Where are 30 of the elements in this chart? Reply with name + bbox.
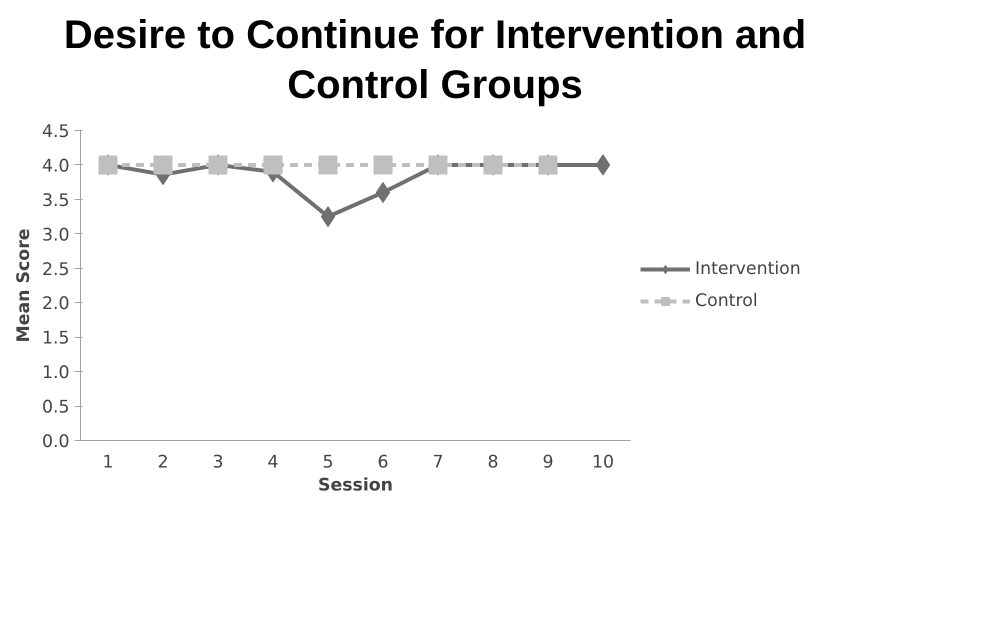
y-tick-label: 1.5 [42,328,70,349]
x-tick-label: 9 [542,452,554,472]
y-axis-title: Mean Score [14,228,34,343]
chart-title: Desire to Continue for Intervention and Control Groups [64,12,806,109]
y-tick-label: 4.5 [42,122,70,142]
x-tick-label: 5 [322,452,334,472]
y-tick-label: 1.0 [42,363,70,384]
point [374,155,392,174]
x-tick-label: 1 [102,452,114,472]
point [154,155,172,174]
y-tick-label: 3.5 [42,190,70,211]
x-tick-label: 4 [267,452,279,472]
point [376,182,390,203]
x-tick-label: 7 [432,452,444,472]
y-tick-label: 3.0 [42,225,70,246]
x-tick-label: 3 [212,452,224,472]
y-tick-label: 0.5 [42,398,70,418]
y-tick-label: 0.0 [42,432,70,452]
x-tick-label: 10 [592,452,614,472]
y-tick-label: 2.5 [42,260,70,280]
legend-label: Control [695,291,758,311]
y-tick-label: 2.0 [42,294,70,314]
x-tick-label: 6 [377,452,389,472]
x-axis-title: Session [318,476,394,496]
legend-label: Intervention [695,259,801,279]
point [264,155,282,174]
x-tick-label: 8 [487,452,499,472]
x-tick-label: 2 [157,452,169,472]
point [318,155,338,174]
y-tick-label: 4.0 [42,156,70,176]
